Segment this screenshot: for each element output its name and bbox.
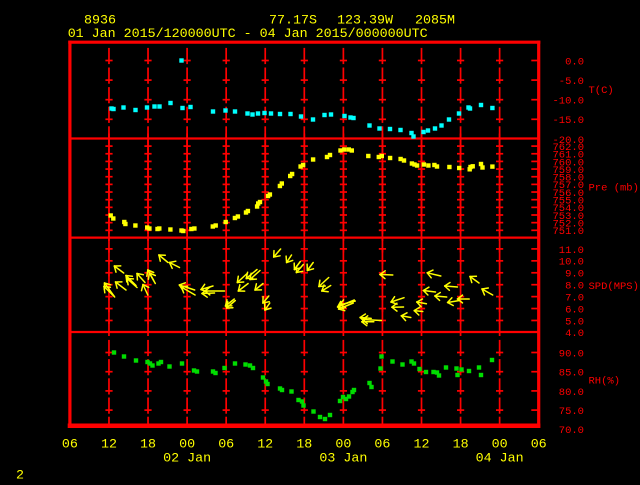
svg-text:18: 18 xyxy=(453,437,469,452)
svg-text:12: 12 xyxy=(414,437,430,452)
svg-text:80.0: 80.0 xyxy=(559,387,584,399)
svg-text:70.0: 70.0 xyxy=(559,425,584,437)
svg-text:00: 00 xyxy=(179,437,195,452)
svg-text:SPD(MPS): SPD(MPS) xyxy=(589,281,639,293)
svg-text:12: 12 xyxy=(257,437,273,452)
svg-text:RH(%): RH(%) xyxy=(589,375,621,387)
svg-text:-15.0: -15.0 xyxy=(552,115,584,127)
svg-text:5.0: 5.0 xyxy=(565,316,584,328)
svg-text:06: 06 xyxy=(531,437,547,452)
svg-text:06: 06 xyxy=(218,437,234,452)
svg-text:06: 06 xyxy=(62,437,78,452)
svg-text:18: 18 xyxy=(140,437,156,452)
svg-text:90.0: 90.0 xyxy=(559,348,584,360)
svg-text:12: 12 xyxy=(101,437,117,452)
svg-text:04 Jan: 04 Jan xyxy=(476,451,524,466)
svg-text:18: 18 xyxy=(296,437,312,452)
svg-text:85.0: 85.0 xyxy=(559,368,584,380)
svg-text:11.0: 11.0 xyxy=(559,245,584,257)
svg-text:Pre (mb): Pre (mb) xyxy=(589,182,639,194)
svg-text:01 Jan 2015/120000UTC - 04 Jan: 01 Jan 2015/120000UTC - 04 Jan 2015/0000… xyxy=(68,27,428,42)
svg-text:02 Jan: 02 Jan xyxy=(163,451,211,466)
svg-text:75.0: 75.0 xyxy=(559,406,584,418)
svg-text:00: 00 xyxy=(492,437,508,452)
svg-text:T(C): T(C) xyxy=(589,85,614,97)
svg-text:10.0: 10.0 xyxy=(559,257,584,269)
svg-text:7.0: 7.0 xyxy=(565,293,584,305)
svg-text:6.0: 6.0 xyxy=(565,304,584,316)
svg-text:9.0: 9.0 xyxy=(565,269,584,281)
svg-text:8.0: 8.0 xyxy=(565,281,584,293)
svg-text:-5.0: -5.0 xyxy=(559,76,584,88)
svg-text:4.0: 4.0 xyxy=(565,328,584,340)
svg-text:-10.0: -10.0 xyxy=(552,96,584,108)
svg-text:06: 06 xyxy=(374,437,390,452)
svg-text:0.0: 0.0 xyxy=(565,56,584,68)
svg-text:00: 00 xyxy=(335,437,351,452)
svg-text:03 Jan: 03 Jan xyxy=(319,451,367,466)
svg-text:2: 2 xyxy=(16,469,24,480)
svg-text:751.0: 751.0 xyxy=(552,226,584,238)
